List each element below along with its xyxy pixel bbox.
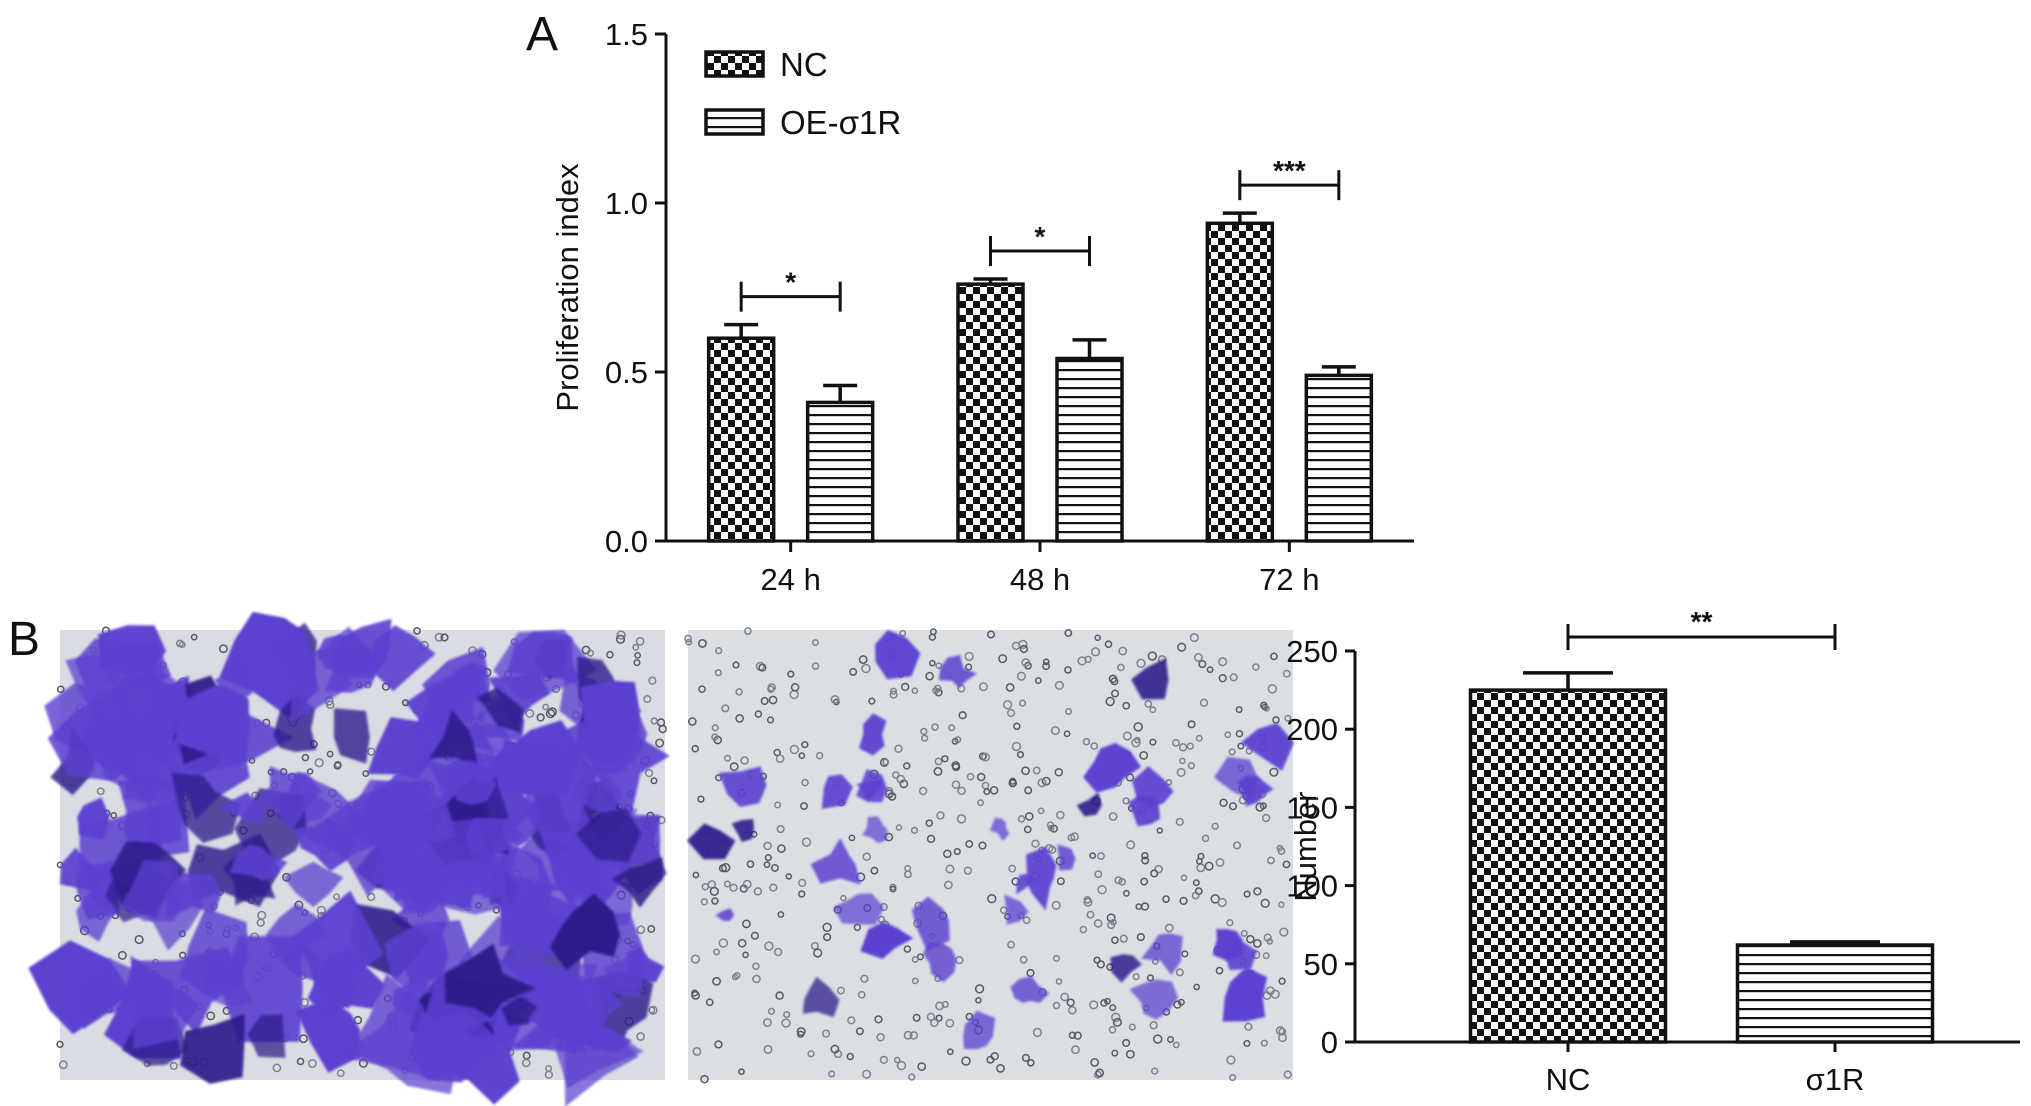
proliferation-chart: 0.0 0.5 1.0 1.5 Proliferation index 24 h * 48 h… [550,17,1414,597]
bar-oe-48h [1055,356,1124,543]
invasion-chart: 0 50 100 150 200 250 Number NC σ1R ** [1286,606,2020,1097]
sig-marker: ** [1691,606,1713,637]
legend-swatch [704,108,765,136]
y-tick-label: 0 [1321,1025,1338,1060]
legend-label: NC [780,46,828,83]
sig-marker: * [785,267,796,298]
y-axis-title: Number [1288,791,1323,901]
x-tick-label: σ1R [1806,1062,1865,1097]
x-tick-label: 48 h [1010,562,1070,597]
y-tick-label: 0.0 [605,524,648,559]
bar-sigma1r [1735,943,1935,1044]
micrograph-nc [28,611,670,1106]
x-tick-label: NC [1546,1062,1591,1097]
bar-oe-24h [805,400,875,543]
x-tick-label: 24 h [760,562,820,597]
sig-marker: *** [1273,155,1306,186]
y-tick-label: 1.0 [605,186,648,221]
y-tick-label: 250 [1286,634,1338,669]
legend-label: OE-σ1R [780,104,901,141]
y-axis-title: Proliferation index [550,163,585,412]
bar-oe-72h [1304,373,1374,543]
bar-nc-72h [1205,221,1275,543]
panel-label-a: A [526,8,558,61]
legend-swatch [704,50,765,78]
y-tick-label: 100 [1286,869,1338,904]
y-tick-label: 200 [1286,712,1338,747]
y-tick-label: 0.5 [605,355,648,390]
bar-nc [1468,688,1668,1044]
y-tick-label: 1.5 [605,17,648,52]
y-tick-label: 50 [1304,947,1338,982]
y-tick-label: 150 [1286,790,1338,825]
x-tick-label: 72 h [1259,562,1319,597]
sig-marker: * [1035,221,1046,252]
panel-label-b: B [8,613,40,666]
micrograph-sigma1r [684,627,1294,1084]
bar-nc-24h [706,336,776,543]
bar-nc-48h [956,282,1025,543]
